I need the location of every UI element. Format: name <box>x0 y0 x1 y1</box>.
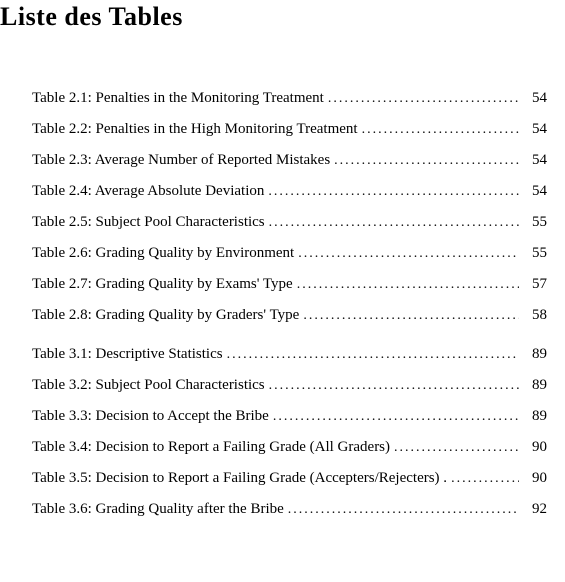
toc-page-number: 89 <box>525 377 547 394</box>
toc-page-number: 54 <box>525 121 547 138</box>
toc-entry-label: Table 2.2: Penalties in the High Monitor… <box>32 121 358 138</box>
toc-entry-label: Table 3.6: Grading Quality after the Bri… <box>32 501 284 518</box>
toc-leader-dots <box>334 153 519 169</box>
toc-entry: Table 3.6: Grading Quality after the Bri… <box>32 501 547 518</box>
toc-leader-dots <box>268 184 519 200</box>
toc-leader-dots <box>298 246 519 262</box>
toc-page-number: 55 <box>525 214 547 231</box>
toc-leader-dots <box>288 502 519 518</box>
toc-leader-dots <box>394 440 519 456</box>
toc-entry-label: Table 3.3: Decision to Accept the Bribe <box>32 408 269 425</box>
toc-page-number: 54 <box>525 152 547 169</box>
toc-entry-label: Table 2.8: Grading Quality by Graders' T… <box>32 307 299 324</box>
toc-page-number: 90 <box>525 439 547 456</box>
toc-entry: Table 2.2: Penalties in the High Monitor… <box>32 121 547 138</box>
toc-leader-dots <box>362 122 519 138</box>
toc-entry: Table 3.1: Descriptive Statistics 89 <box>32 346 547 363</box>
toc-page-number: 92 <box>525 501 547 518</box>
toc-entry-label: Table 3.4: Decision to Report a Failing … <box>32 439 390 456</box>
toc-entry: Table 2.1: Penalties in the Monitoring T… <box>32 90 547 107</box>
toc-page-number: 90 <box>525 470 547 487</box>
toc-entry: Table 2.4: Average Absolute Deviation 54 <box>32 183 547 200</box>
toc-leader-dots <box>451 471 519 487</box>
toc-page-number: 54 <box>525 90 547 107</box>
toc-page-number: 58 <box>525 307 547 324</box>
toc-entry: Table 2.7: Grading Quality by Exams' Typ… <box>32 276 547 293</box>
toc-entry-label: Table 2.1: Penalties in the Monitoring T… <box>32 90 324 107</box>
toc-leader-dots <box>227 347 519 363</box>
toc-entry: Table 3.5: Decision to Report a Failing … <box>32 470 547 487</box>
toc-page-number: 54 <box>525 183 547 200</box>
toc-entry: Table 2.5: Subject Pool Characteristics 5… <box>32 214 547 231</box>
toc-page-number: 57 <box>525 276 547 293</box>
toc-entry-label: Table 2.3: Average Number of Reported Mi… <box>32 152 330 169</box>
toc-leader-dots <box>273 409 519 425</box>
toc-entry-label: Table 2.6: Grading Quality by Environmen… <box>32 245 294 262</box>
toc-leader-dots <box>328 91 519 107</box>
toc-entry: Table 2.8: Grading Quality by Graders' T… <box>32 307 547 324</box>
toc-leader-dots <box>269 215 519 231</box>
toc-page-number: 89 <box>525 346 547 363</box>
toc-entry-label: Table 2.5: Subject Pool Characteristics <box>32 214 265 231</box>
toc-entry: Table 3.2: Subject Pool Characteristics 8… <box>32 377 547 394</box>
toc-entry: Table 3.3: Decision to Accept the Bribe 8… <box>32 408 547 425</box>
toc-leader-dots <box>269 378 519 394</box>
toc-leader-dots <box>303 308 519 324</box>
toc-entry: Table 2.6: Grading Quality by Environmen… <box>32 245 547 262</box>
list-of-tables: Table 2.1: Penalties in the Monitoring T… <box>0 90 565 518</box>
page-title: Liste des Tables <box>0 0 565 32</box>
toc-entry: Table 3.4: Decision to Report a Failing … <box>32 439 547 456</box>
toc-entry-label: Table 2.4: Average Absolute Deviation <box>32 183 264 200</box>
toc-entry-label: Table 2.7: Grading Quality by Exams' Typ… <box>32 276 293 293</box>
toc-leader-dots <box>297 277 519 293</box>
page-container: Liste des Tables Table 2.1: Penalties in… <box>0 0 565 518</box>
toc-entry-label: Table 3.2: Subject Pool Characteristics <box>32 377 265 394</box>
toc-entry-label: Table 3.1: Descriptive Statistics <box>32 346 223 363</box>
toc-entry-label: Table 3.5: Decision to Report a Failing … <box>32 470 447 487</box>
toc-page-number: 55 <box>525 245 547 262</box>
toc-page-number: 89 <box>525 408 547 425</box>
toc-entry: Table 2.3: Average Number of Reported Mi… <box>32 152 547 169</box>
